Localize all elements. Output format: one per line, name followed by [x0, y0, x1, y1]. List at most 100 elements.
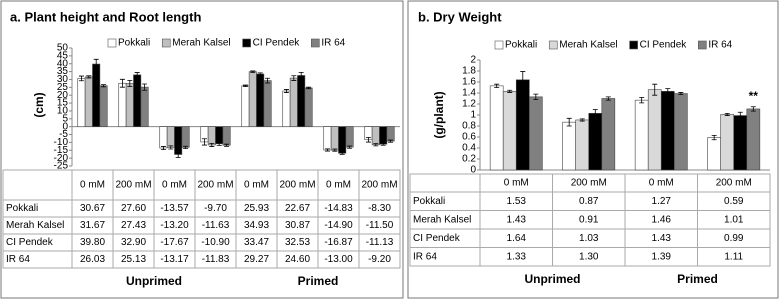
error-bar	[101, 84, 107, 88]
error-bar	[507, 89, 513, 93]
error-bar	[168, 145, 174, 150]
bar	[125, 83, 134, 127]
bar	[304, 87, 313, 127]
y-axis-label: (cm)	[32, 92, 46, 117]
bar	[647, 89, 662, 171]
table-value: -13.57	[160, 203, 189, 214]
error-bar	[737, 111, 743, 120]
table-value: -8.30	[368, 203, 391, 214]
bar	[379, 126, 388, 145]
table-value: 27.43	[121, 220, 146, 231]
table-value: 22.67	[285, 203, 310, 214]
bar	[248, 71, 257, 127]
y-tick-label: 35	[57, 66, 69, 77]
table-value: 32.90	[121, 237, 146, 248]
y-tick-label: 0.6	[462, 132, 476, 143]
table-value: -16.87	[324, 237, 353, 248]
y-tick-label: 40	[57, 58, 69, 69]
panel-a-border	[0, 0, 404, 299]
table-value: 1.39	[652, 251, 672, 262]
table-value: 0.87	[579, 196, 599, 207]
table-value: -11.63	[202, 220, 230, 231]
bar	[166, 126, 175, 148]
bar	[562, 121, 577, 171]
legend-swatch	[242, 38, 251, 48]
bar	[282, 90, 291, 127]
legend-label: CI Pendek	[640, 40, 688, 51]
table-value: -13.20	[160, 220, 189, 231]
group-label: Unprimed	[524, 272, 580, 286]
table-value: 0.99	[724, 233, 744, 244]
legend-swatch	[548, 40, 558, 50]
row-label: Pokkali	[413, 196, 445, 207]
row-label: Merah Kalsel	[413, 214, 471, 225]
legend-swatch	[629, 40, 638, 50]
error-bar	[283, 89, 289, 93]
category-label: 200 mM	[115, 180, 151, 191]
table-value: -9.20	[368, 254, 391, 265]
error-bar	[665, 88, 671, 95]
y-axis-label: (g/plant)	[432, 91, 446, 138]
error-bar	[332, 148, 338, 152]
bar	[159, 126, 168, 149]
category-label: 0 mM	[162, 180, 187, 191]
table-value: 1.01	[724, 214, 744, 225]
error-bar	[242, 84, 248, 88]
table-value: -17.67	[160, 237, 189, 248]
category-label: 0 mM	[649, 178, 674, 189]
y-tick-label: -10	[54, 137, 69, 148]
legend-label: Merah Kalsel	[172, 38, 230, 49]
category-label: 0 mM	[80, 180, 105, 191]
error-bar	[134, 72, 140, 78]
table-value: 32.53	[285, 237, 310, 248]
y-tick-label: 0.2	[462, 154, 476, 165]
category-label: 0 mM	[504, 178, 529, 189]
legend-swatch	[311, 38, 320, 48]
bar	[720, 114, 735, 171]
table-value: -14.83	[324, 203, 353, 214]
table-value: 29.27	[244, 254, 269, 265]
y-tick-label: 0	[62, 121, 68, 132]
y-tick-label: 50	[57, 43, 69, 54]
bar	[575, 119, 590, 171]
bar	[297, 75, 306, 127]
table-value: 1.03	[579, 233, 599, 244]
error-bar	[265, 77, 271, 84]
legend-label: Pokkali	[505, 40, 537, 51]
table-value: 1.43	[507, 214, 527, 225]
legend-label: CI Pendek	[253, 38, 301, 49]
y-tick-label: 15	[57, 98, 69, 109]
legend-swatch	[107, 38, 117, 48]
bar	[733, 115, 748, 171]
y-tick-label: 1.6	[462, 77, 476, 88]
bar	[502, 91, 517, 171]
error-bar	[339, 151, 345, 155]
bar	[673, 93, 688, 171]
error-bar	[86, 75, 92, 79]
table-value: 1.64	[507, 233, 527, 244]
error-bar	[224, 143, 230, 147]
bar	[118, 82, 127, 127]
bar	[133, 74, 142, 127]
table-value: 39.80	[80, 237, 105, 248]
row-label: Merah Kalsel	[6, 220, 64, 231]
y-tick-label: 0	[470, 165, 476, 176]
category-label: 0 mM	[326, 180, 351, 191]
group-label: Primed	[677, 272, 718, 286]
bar	[215, 126, 224, 145]
category-label: 0 mM	[244, 180, 269, 191]
error-bar	[533, 93, 539, 100]
bar	[489, 85, 504, 171]
table-value: 1.27	[652, 196, 672, 207]
table-value: 1.11	[724, 251, 743, 262]
y-tick-label: -20	[54, 153, 69, 164]
error-bar	[93, 58, 99, 70]
error-bar	[388, 139, 394, 143]
bar	[140, 86, 149, 127]
bar	[386, 126, 395, 142]
bar	[338, 126, 347, 154]
y-tick-label: 30	[57, 74, 69, 85]
y-tick-label: 1.2	[462, 99, 476, 110]
